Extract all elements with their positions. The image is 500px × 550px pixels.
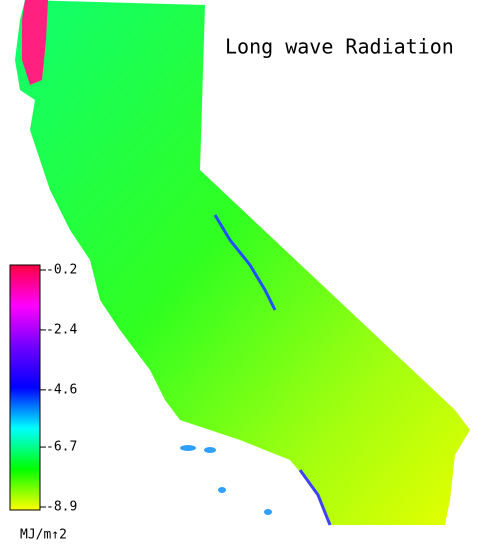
california: [15, 0, 470, 525]
sierra-low: [213, 214, 277, 311]
tick-label: -2.4: [46, 322, 77, 337]
north-coast-high: [22, 0, 48, 85]
tick-label: -0.2: [46, 263, 77, 278]
south-coast-edge: [298, 469, 332, 526]
tick-label: -4.6: [46, 382, 77, 397]
island: [204, 447, 216, 453]
tick-label: -6.7: [46, 440, 77, 455]
island: [180, 445, 196, 451]
legend-unit: MJ/m↑2: [20, 528, 67, 543]
island: [218, 487, 226, 493]
tick-label: -8.9: [46, 500, 77, 515]
map-title: Long wave Radiation: [225, 35, 454, 59]
island: [264, 509, 272, 515]
color-bar: [9, 264, 41, 511]
